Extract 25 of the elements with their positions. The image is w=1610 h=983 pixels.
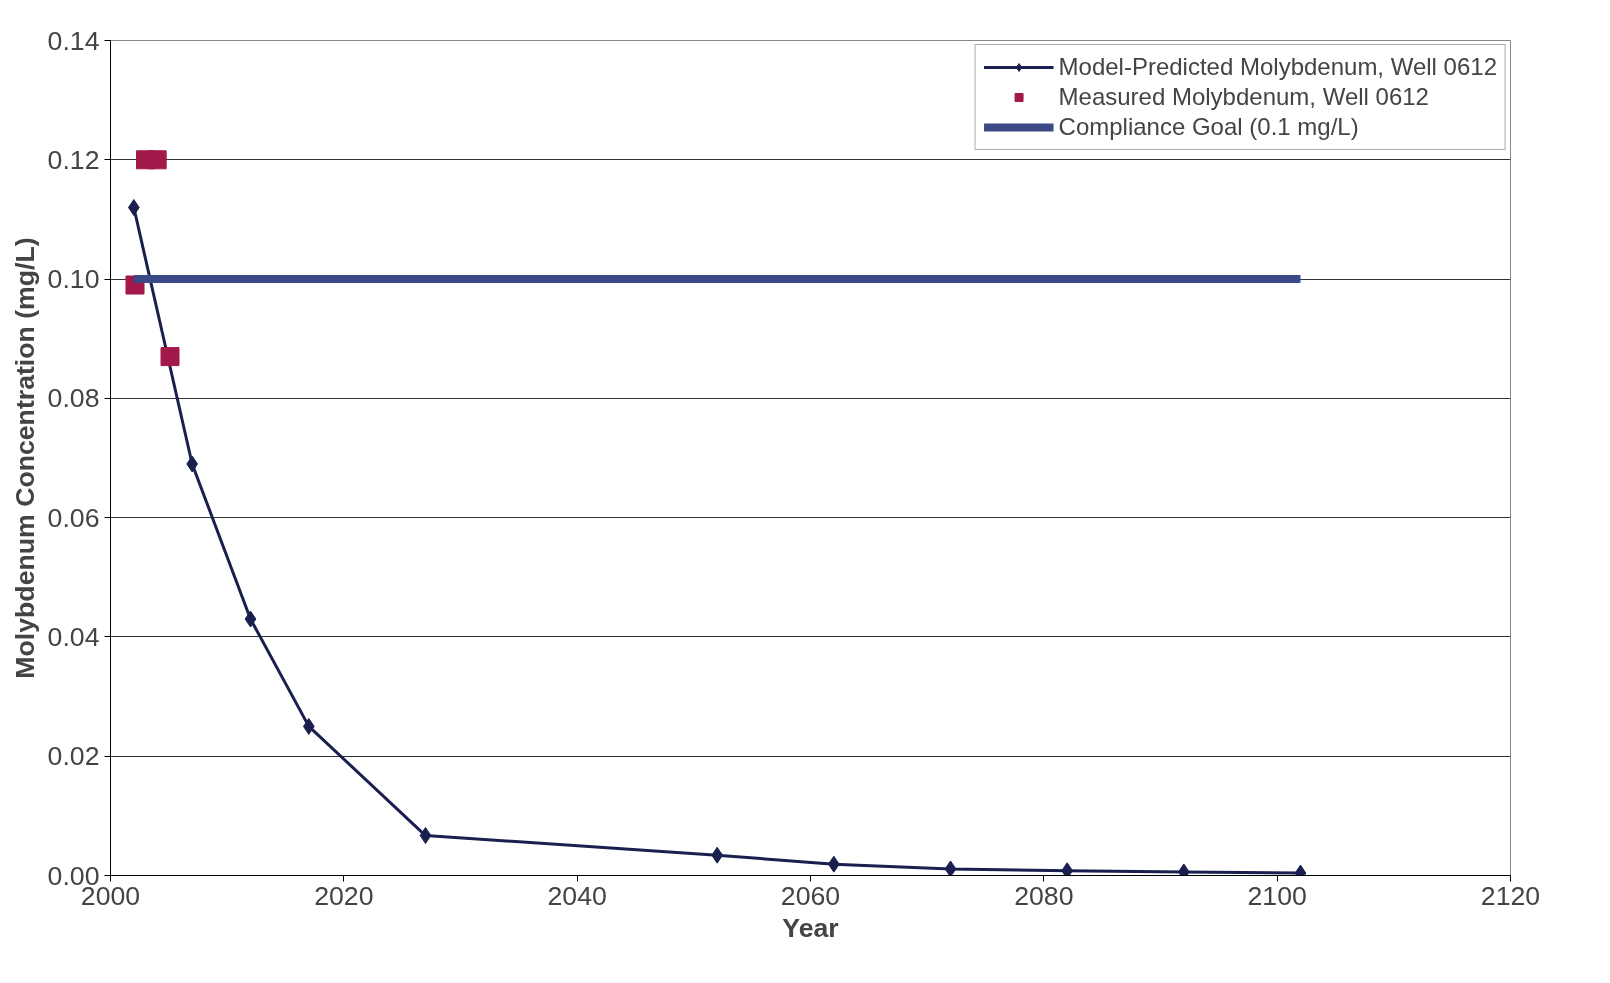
x-tick-label: 2020 — [314, 880, 374, 911]
legend-label: Measured Molybdenum, Well 0612 — [1058, 83, 1429, 111]
x-tick-label: 2080 — [1014, 880, 1074, 911]
y-tick-label: 0.02 — [47, 741, 100, 772]
point — [128, 199, 140, 216]
x-tick-label: 2040 — [547, 880, 607, 911]
x-tick-label: 2060 — [780, 880, 841, 911]
y-axis-title: Molybdenum Concentration (mg/L) — [9, 237, 40, 679]
y-tick-label: 0.04 — [47, 621, 100, 652]
y-tick-label: 0.06 — [47, 502, 100, 533]
point — [419, 827, 432, 845]
point — [244, 610, 257, 628]
legend-label: Model-Predicted Molybdenum, Well 0612 — [1058, 53, 1497, 81]
point — [944, 860, 957, 876]
point — [1061, 862, 1073, 876]
y-tick-label: 0.08 — [47, 383, 100, 414]
y-tick-label: 0.10 — [47, 264, 100, 295]
x-axis-title: Year — [782, 912, 839, 943]
y-tick-label: 0.12 — [47, 144, 100, 175]
x-tick-label: 2120 — [1480, 880, 1541, 911]
y-tick-label: 0.14 — [47, 25, 100, 56]
x-tick-label: 2100 — [1247, 880, 1307, 911]
point — [160, 347, 180, 367]
legend-label: Compliance Goal (0.1 mg/L) — [1058, 113, 1359, 141]
point — [147, 150, 167, 170]
